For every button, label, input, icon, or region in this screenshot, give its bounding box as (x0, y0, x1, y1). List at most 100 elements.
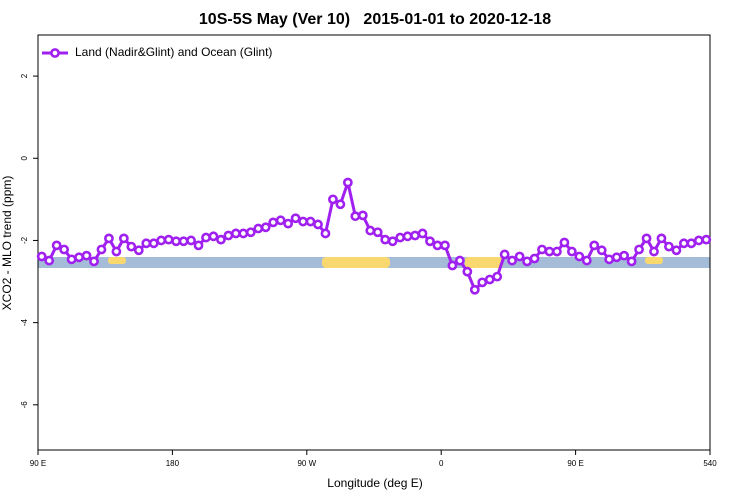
point (507, 255, 518, 266)
y-tick-label: 2 (20, 73, 29, 78)
y-tick-label: -2 (20, 236, 29, 244)
point (268, 217, 279, 228)
point (357, 210, 368, 221)
point (589, 240, 600, 251)
point (253, 223, 264, 234)
point (328, 194, 338, 205)
point (290, 213, 301, 224)
point (208, 231, 219, 242)
point (686, 238, 697, 249)
y-tick-label: -4 (20, 319, 29, 327)
point (469, 284, 480, 295)
point (171, 236, 182, 247)
point (118, 233, 129, 244)
chart-title: 10S-5S May (Ver 10) 2015-01-01 to 2020-1… (199, 11, 551, 28)
point (522, 256, 532, 267)
point (574, 251, 585, 262)
point (283, 218, 294, 229)
point (201, 232, 211, 243)
point (499, 249, 510, 260)
point (581, 255, 592, 266)
land (322, 257, 390, 268)
point (126, 241, 137, 252)
point (552, 246, 562, 257)
point (260, 222, 271, 233)
point (417, 228, 428, 239)
point (305, 216, 316, 227)
point (604, 254, 615, 265)
point (477, 277, 488, 288)
x-tick-label: 90 E (30, 459, 46, 468)
point (111, 246, 122, 257)
point (440, 240, 450, 251)
y-tick-label: 0 (20, 155, 29, 160)
point (133, 245, 144, 256)
y-axis-label: XCO2 - MLO trend (ppm) (0, 176, 14, 311)
point (66, 254, 77, 265)
point (51, 240, 62, 251)
point (484, 274, 495, 285)
legend-label: Land (Nadir&Glint) and Ocean (Glint) (75, 45, 272, 59)
point (492, 271, 503, 282)
point (596, 245, 607, 256)
point (671, 245, 682, 256)
point (335, 199, 346, 210)
point (141, 238, 152, 249)
land (465, 257, 503, 268)
point (96, 244, 107, 255)
plot-frame (37, 34, 711, 451)
map-strip (38, 257, 710, 268)
point (559, 237, 570, 248)
x-tick-label: 540 (703, 459, 717, 468)
point (245, 227, 256, 238)
point (193, 240, 204, 251)
point (342, 177, 353, 188)
land (645, 257, 663, 264)
point (163, 234, 174, 245)
point (74, 252, 84, 263)
point (186, 235, 196, 246)
point (656, 233, 667, 244)
point (59, 244, 70, 255)
x-axis-label: Longitude (deg E) (327, 476, 422, 490)
point (275, 215, 286, 226)
point (395, 232, 406, 243)
point (701, 234, 712, 245)
x-tick-label: 0 (439, 459, 444, 468)
point (410, 230, 420, 241)
point (178, 236, 189, 247)
point (514, 251, 525, 262)
x-tick-label: 90 E (567, 459, 583, 468)
point (230, 228, 241, 239)
point (380, 234, 391, 245)
point (402, 231, 413, 242)
land (108, 257, 126, 264)
point (387, 236, 398, 247)
point (462, 266, 473, 277)
point (365, 225, 376, 236)
point (238, 228, 249, 239)
point (537, 244, 547, 255)
point (104, 233, 114, 244)
point (649, 246, 659, 257)
series-line (41, 181, 707, 292)
point (36, 251, 47, 262)
point (81, 250, 92, 261)
x-tick-label: 180 (166, 459, 180, 468)
point (350, 211, 361, 222)
point (529, 253, 540, 264)
point (156, 235, 167, 246)
point (216, 234, 226, 245)
point (372, 227, 383, 238)
point (566, 246, 577, 257)
point (619, 250, 630, 261)
point (425, 236, 435, 247)
point (678, 238, 689, 249)
point (313, 219, 323, 230)
point (44, 255, 55, 266)
point (447, 260, 458, 271)
point (693, 235, 704, 246)
y-tick-label: -6 (20, 401, 29, 409)
point (454, 255, 465, 266)
